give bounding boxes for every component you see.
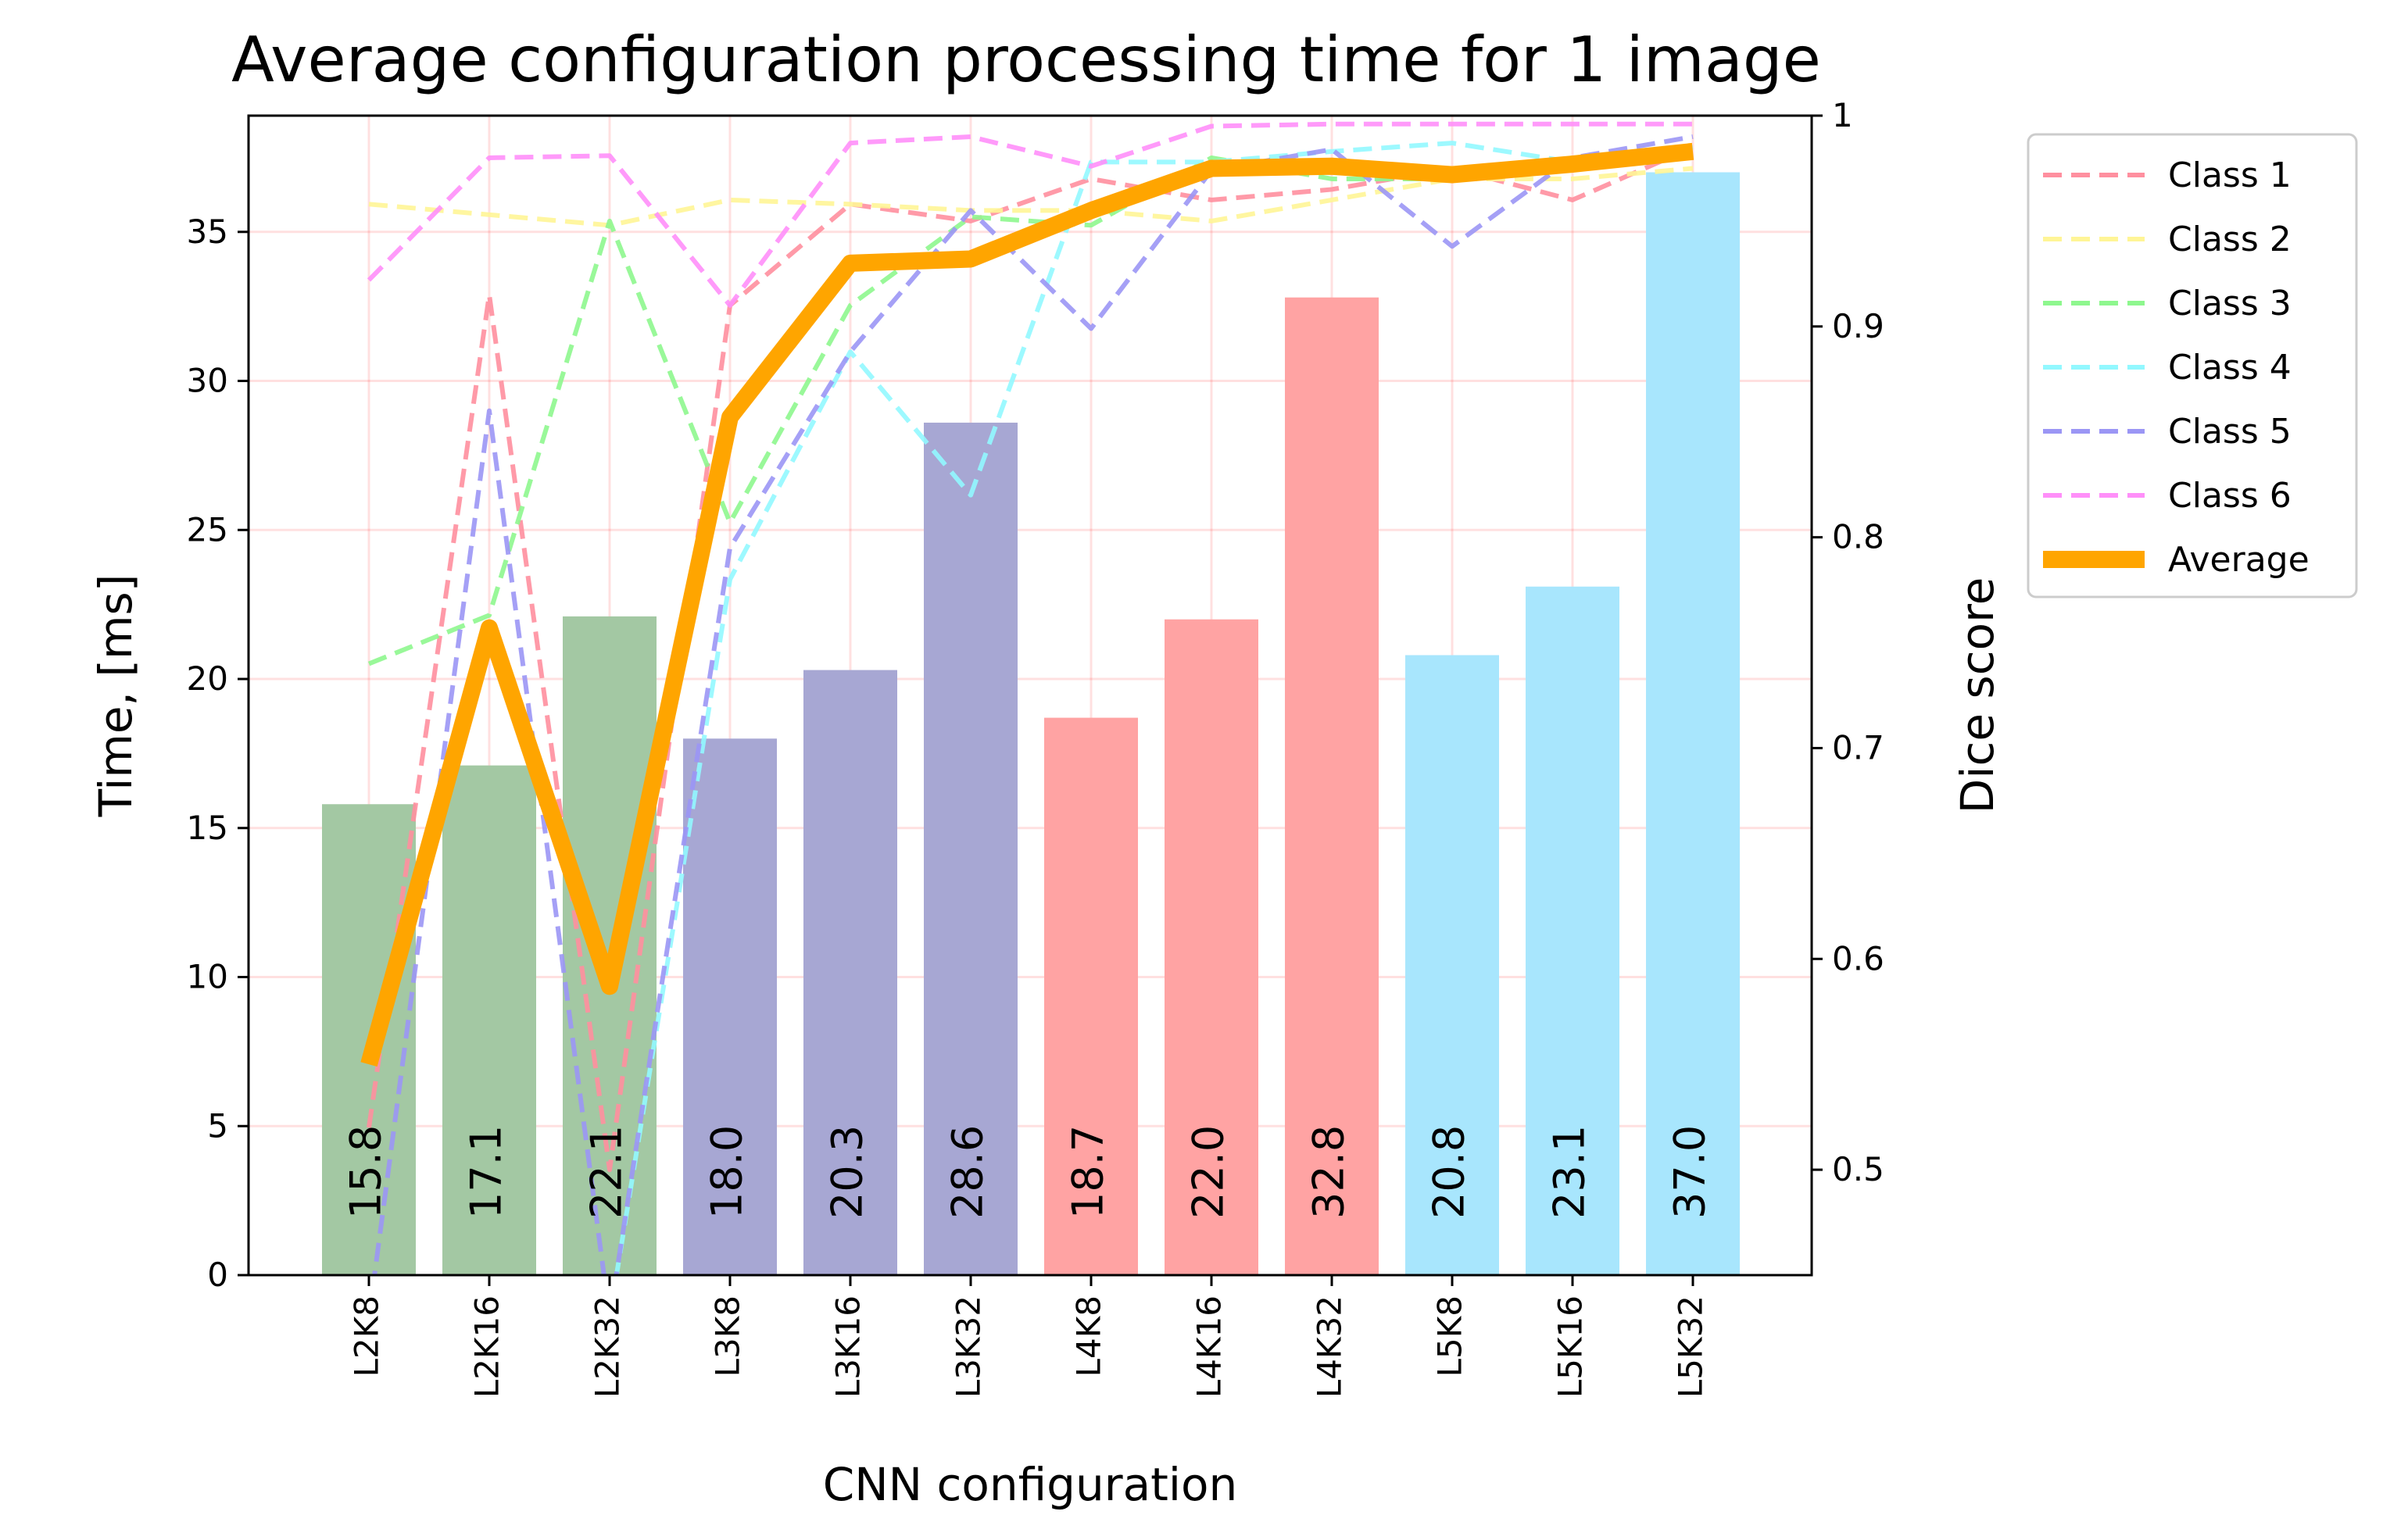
left-tick-label: 0 (207, 1256, 228, 1294)
x-tick-label: L5K16 (1551, 1295, 1590, 1398)
x-tick-label: L4K16 (1190, 1295, 1229, 1398)
right-tick-label: 0.7 (1832, 728, 1884, 766)
bar (1285, 297, 1379, 1276)
left-tick-label: 5 (207, 1106, 228, 1145)
bar (1405, 655, 1499, 1275)
series-line (614, 141, 1694, 1275)
left-tick-label: 15 (187, 809, 228, 847)
bar-value-label: 32.8 (1304, 1125, 1354, 1219)
x-tick-label: L4K8 (1070, 1295, 1108, 1377)
bar-value-label: 20.3 (823, 1125, 872, 1219)
right-y-axis-label: Dice score (1951, 577, 2004, 814)
left-tick-label: 10 (187, 958, 228, 996)
bar-value-labels: 15.8 17.1 22.1 18.0 20.3 28.6 18.7 22.0 32.8 20.8… (342, 1125, 1715, 1219)
legend-entry: Class 6 (2168, 476, 2292, 516)
left-tick-label: 20 (187, 659, 228, 698)
right-tick-label: 1 (1832, 96, 1853, 134)
legend-entry: Class 2 (2168, 220, 2292, 259)
legend-frame (2027, 133, 2358, 598)
x-axis: L2K8 L2K16 L2K32 L3K8 L3K16 L3K32 L4K8 L4K16 L4K… (348, 1275, 1710, 1398)
bar-value-label: 18.0 (703, 1125, 752, 1219)
legend-entry: Class 4 (2168, 348, 2292, 388)
plot-frame (247, 114, 1813, 1277)
bar-value-label: 18.7 (1064, 1125, 1113, 1219)
right-y-axis: 0.5 0.6 0.7 0.8 0.9 1 (1812, 96, 1884, 1188)
x-tick-label: L3K16 (829, 1295, 868, 1398)
legend-entry: Class 5 (2168, 412, 2292, 452)
left-tick-label: 30 (187, 362, 228, 400)
bar-value-label: 20.8 (1425, 1125, 1474, 1219)
chart-title: Average configuration processing time fo… (231, 23, 1821, 96)
legend-entry: Class 1 (2168, 155, 2292, 195)
bar (1165, 619, 1258, 1275)
x-axis-label: CNN configuration (823, 1458, 1237, 1511)
bar (803, 670, 897, 1275)
x-tick-label: L2K32 (589, 1295, 627, 1398)
bar-value-label: 17.1 (462, 1125, 511, 1219)
line-series (360, 121, 1694, 1275)
x-tick-label: L2K8 (348, 1295, 386, 1377)
bar-value-label: 23.1 (1545, 1125, 1594, 1219)
left-y-axis: 0 5 10 15 20 25 30 35 (187, 213, 249, 1294)
bar-value-label: 37.0 (1666, 1125, 1715, 1219)
series-line (360, 142, 1694, 1067)
bar (1526, 586, 1619, 1275)
bar-value-label: 28.6 (943, 1125, 993, 1219)
left-y-axis-label: Time, [ms] (89, 574, 142, 818)
x-tick-label: L3K32 (950, 1295, 988, 1398)
bar-value-label: 15.8 (342, 1125, 391, 1219)
bar-value-label: 22.0 (1184, 1125, 1233, 1219)
bar (924, 422, 1018, 1275)
bar (683, 738, 777, 1275)
series-line (372, 134, 1694, 1275)
x-tick-label: L5K32 (1672, 1295, 1710, 1398)
right-tick-label: 0.5 (1832, 1150, 1884, 1188)
x-tick-label: L2K16 (468, 1295, 506, 1398)
bar (1646, 172, 1740, 1276)
bar (1044, 717, 1138, 1275)
bar-value-label: 22.1 (582, 1125, 632, 1219)
right-tick-label: 0.9 (1832, 307, 1884, 345)
legend-entry: Class 3 (2168, 284, 2292, 323)
bar (442, 765, 536, 1275)
bar-series (322, 172, 1740, 1276)
right-tick-label: 0.6 (1832, 939, 1884, 977)
legend: Class 1 Class 2 Class 3 Class 4 Class 5 Class… (2027, 133, 2358, 598)
x-tick-label: L3K8 (709, 1295, 747, 1377)
left-tick-label: 35 (187, 213, 228, 251)
left-tick-label: 25 (187, 510, 228, 548)
legend-entry: Average (2168, 540, 2310, 580)
x-tick-label: L4K32 (1311, 1295, 1349, 1398)
right-tick-label: 0.8 (1832, 518, 1884, 556)
series-line (367, 121, 1693, 308)
x-tick-label: L5K8 (1431, 1295, 1469, 1377)
